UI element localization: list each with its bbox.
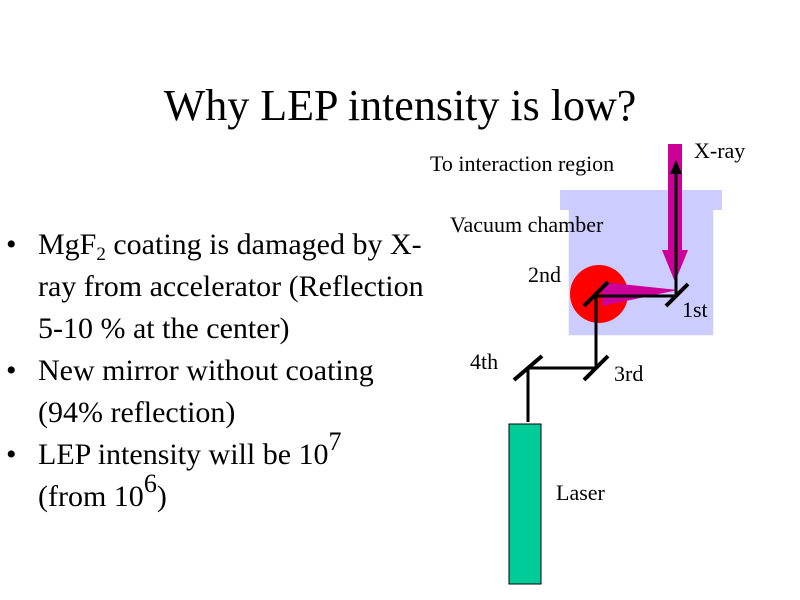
slide-title: Why LEP intensity is low? — [163, 81, 637, 130]
bullet-intensity-text: LEP intensity will be 10 — [38, 438, 329, 471]
bullet-new-mirror-text: New mirror without coating (94% reflecti… — [38, 354, 374, 429]
bullet-coating-subscript: 2 — [96, 244, 106, 265]
target-sphere — [570, 265, 628, 323]
bullet-intensity-from-text: (from 10 — [38, 480, 144, 513]
bullet-coating-text-pre: MgF — [38, 228, 97, 261]
bullet-coating-damage: • MgF2 coating is damaged by X-ray from … — [6, 224, 426, 350]
bullet-intensity-exponent-old: 6 — [143, 469, 157, 498]
beam-arrow-up-icon — [670, 160, 682, 174]
bullet-intensity-exponent-new: 7 — [328, 427, 342, 456]
label-mirror-1st: 1st — [682, 297, 708, 322]
label-vacuum-chamber: Vacuum chamber — [450, 212, 604, 237]
mirror-1st — [664, 282, 690, 308]
mirror-3rd — [582, 354, 610, 382]
laser-beam-path — [526, 170, 678, 422]
label-to-interaction-region: To interaction region — [430, 151, 615, 176]
bullet-dot-icon: • — [6, 354, 17, 387]
label-xray: X-ray — [694, 138, 746, 163]
bullet-dot-icon: • — [6, 438, 17, 471]
label-mirror-2nd: 2nd — [528, 262, 561, 287]
label-mirror-4th: 4th — [470, 349, 499, 374]
vacuum-chamber-top — [560, 190, 722, 210]
xray-reflection-wedge — [602, 282, 678, 306]
bullet-new-mirror: • New mirror without coating (94% reflec… — [6, 350, 426, 434]
label-laser: Laser — [556, 480, 605, 505]
mirror-4th — [512, 354, 544, 382]
label-mirror-3rd: 3rd — [614, 361, 644, 386]
bullet-dot-icon: • — [6, 228, 17, 261]
bullet-list: • MgF2 coating is damaged by X-ray from … — [6, 224, 426, 518]
laser-body — [508, 423, 542, 585]
mirror-2nd — [582, 280, 610, 308]
bullet-lep-intensity: • LEP intensity will be 107 (from 106) — [6, 429, 426, 518]
bullet-intensity-close-paren: ) — [156, 480, 167, 513]
bullet-coating-text-post: coating is damaged by X-ray from acceler… — [38, 228, 424, 345]
